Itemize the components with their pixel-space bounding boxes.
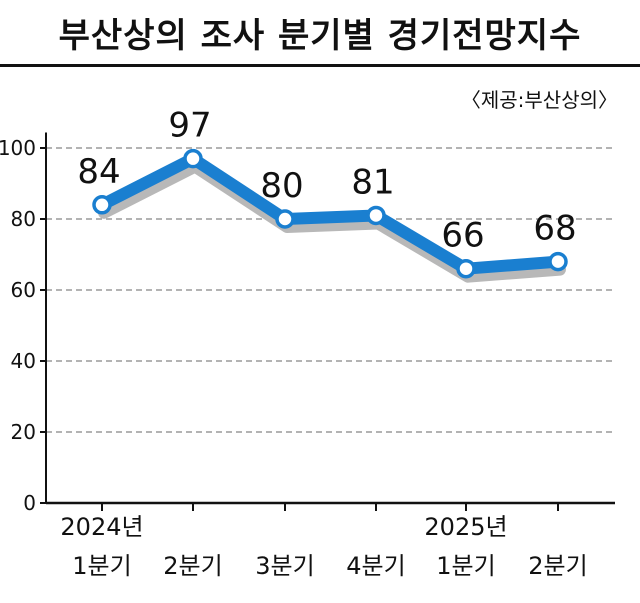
x-tick-label: 2분기 [528,552,587,580]
data-label: 66 [441,216,484,256]
data-point [456,258,476,279]
x-tick-label: 1분기 [72,552,131,580]
data-label: 68 [533,209,576,249]
data-point [92,195,112,215]
series-line-shadow [98,160,566,283]
y-tick-label: 100 [0,136,36,160]
source-note: 〈제공:부산상의〉 [460,88,618,112]
chart-title: 부산상의 조사 분기별 경기전망지수 [58,16,582,56]
x-year-label: 2024년 [60,513,143,541]
x-tick-label: 3분기 [255,552,314,580]
x-tick-label: 4분기 [346,552,405,580]
data-label: 81 [351,162,394,202]
data-label: 84 [77,152,120,192]
y-tick-label: 20 [11,420,36,444]
chart-frame [0,64,640,603]
series-line [96,152,564,275]
data-point [366,205,386,226]
x-tick-label: 2분기 [163,552,222,580]
x-tick-label: 1분기 [436,552,495,580]
data-point [548,251,568,272]
y-tick-label: 60 [11,278,36,302]
data-label: 97 [168,106,211,146]
data-label: 80 [260,166,303,206]
y-tick-label: 40 [11,349,36,373]
data-point [275,209,295,229]
y-tick-label: 80 [11,207,36,231]
y-tick-label: 0 [23,491,36,515]
x-year-label: 2025년 [424,513,507,541]
data-point [183,148,203,169]
